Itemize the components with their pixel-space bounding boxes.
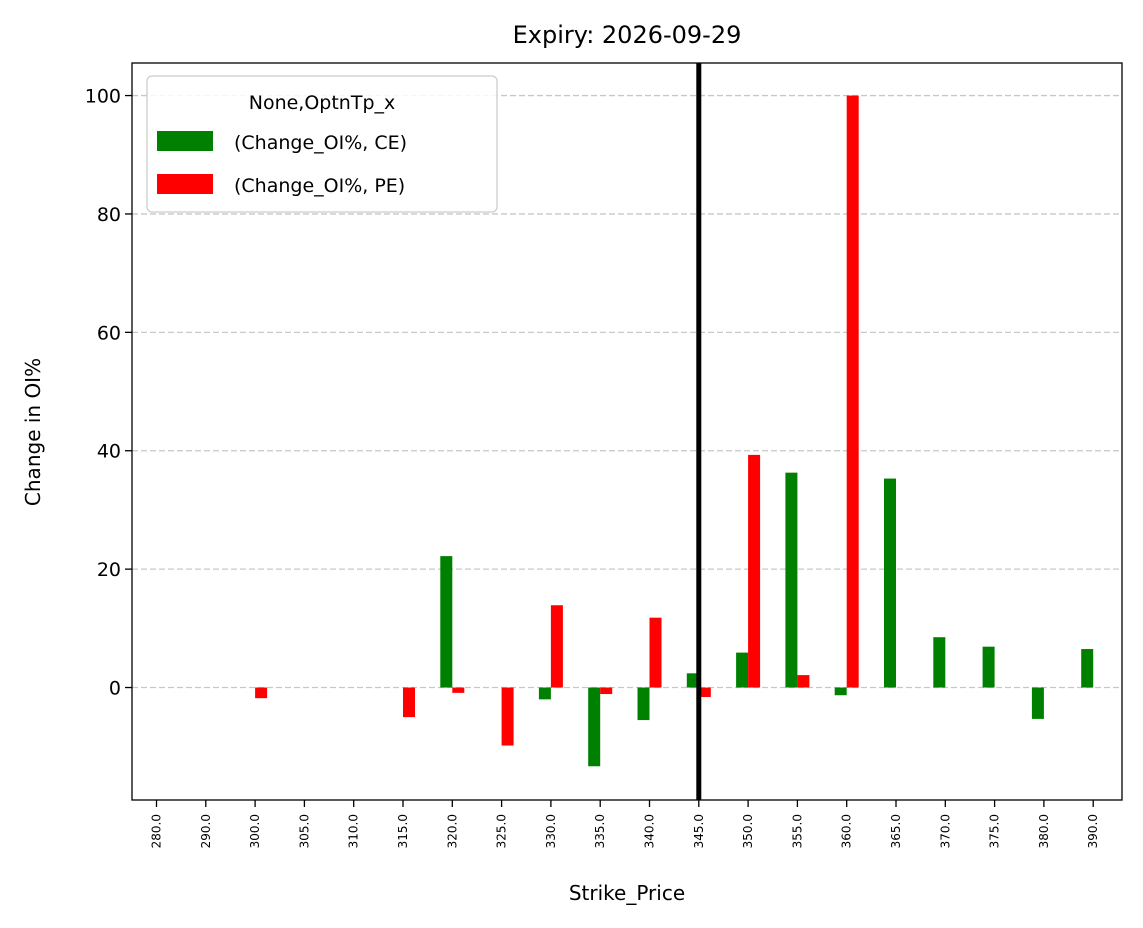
y-tick-label: 20 bbox=[97, 559, 121, 581]
bar-ce-360.0 bbox=[834, 687, 847, 696]
x-tick-label: 365.0 bbox=[889, 814, 903, 848]
x-tick-label: 305.0 bbox=[297, 814, 311, 848]
x-tick-label: 375.0 bbox=[988, 814, 1002, 848]
bar-ce-330.0 bbox=[538, 687, 551, 700]
y-tick-label: 100 bbox=[85, 86, 121, 108]
bar-ce-370.0 bbox=[933, 637, 946, 688]
bar-pe-335.0 bbox=[600, 687, 613, 695]
bar-pe-325.0 bbox=[501, 687, 514, 746]
y-tick-label: 80 bbox=[97, 204, 121, 226]
bar-ce-375.0 bbox=[982, 646, 995, 688]
legend-label-pe: (Change_OI%, PE) bbox=[234, 175, 405, 197]
bar-layer bbox=[255, 95, 1094, 767]
x-tick-label: 360.0 bbox=[840, 814, 854, 848]
x-tick-label: 355.0 bbox=[790, 814, 804, 848]
bar-ce-345.0 bbox=[686, 673, 699, 688]
x-axis-label: Strike_Price bbox=[569, 881, 685, 905]
bar-ce-355.0 bbox=[785, 472, 798, 688]
x-tick-label: 320.0 bbox=[445, 814, 459, 848]
grid-layer bbox=[132, 94, 1122, 689]
x-tick-label: 280.0 bbox=[150, 814, 164, 848]
bar-pe-345.0 bbox=[698, 687, 711, 697]
legend: None,OptnTp_x (Change_OI%, CE) (Change_O… bbox=[146, 75, 498, 213]
bar-pe-355.0 bbox=[797, 675, 810, 688]
x-tick-label: 380.0 bbox=[1037, 814, 1051, 848]
legend-label-ce: (Change_OI%, CE) bbox=[234, 132, 407, 154]
x-tick-label: 290.0 bbox=[199, 814, 213, 848]
y-axis-ticks: 0 20 40 60 80 100 bbox=[85, 86, 132, 700]
bar-ce-340.0 bbox=[637, 687, 650, 721]
bar-pe-360.0 bbox=[846, 95, 859, 688]
bar-ce-335.0 bbox=[588, 687, 601, 767]
bar-ce-390.0 bbox=[1081, 649, 1094, 688]
x-tick-label: 335.0 bbox=[593, 814, 607, 848]
bar-pe-350.0 bbox=[748, 454, 761, 688]
x-tick-label: 330.0 bbox=[544, 814, 558, 848]
bar-pe-315.0 bbox=[403, 687, 415, 718]
bar-pe-300.0 bbox=[255, 687, 268, 699]
legend-swatch-pe bbox=[157, 174, 213, 194]
bar-ce-350.0 bbox=[736, 652, 749, 688]
plot-frame bbox=[131, 62, 1123, 801]
bar-ce-365.0 bbox=[884, 478, 896, 688]
x-tick-label: 345.0 bbox=[692, 814, 706, 848]
legend-title: None,OptnTp_x bbox=[249, 92, 396, 114]
y-tick-label: 40 bbox=[97, 441, 121, 463]
legend-frame bbox=[146, 75, 498, 213]
x-axis-ticks: 280.0 290.0 300.0 305.0 310.0 315.0 320.0 325.0… bbox=[150, 800, 1100, 848]
x-tick-label: 390.0 bbox=[1086, 814, 1100, 848]
y-tick-label: 0 bbox=[109, 678, 121, 700]
x-tick-label: 350.0 bbox=[741, 814, 755, 848]
chart-title: Expiry: 2026-09-29 bbox=[513, 21, 742, 49]
y-axis-label: Change in OI% bbox=[21, 358, 45, 506]
bar-ce-320.0 bbox=[440, 556, 453, 688]
x-tick-label: 300.0 bbox=[248, 814, 262, 848]
bar-ce-380.0 bbox=[1031, 687, 1044, 719]
x-tick-label: 310.0 bbox=[347, 814, 361, 848]
bar-pe-330.0 bbox=[550, 605, 563, 688]
bar-pe-320.0 bbox=[452, 687, 465, 693]
x-tick-label: 340.0 bbox=[643, 814, 657, 848]
bar-pe-340.0 bbox=[649, 617, 662, 688]
x-tick-label: 325.0 bbox=[495, 814, 509, 848]
x-tick-label: 370.0 bbox=[938, 814, 952, 848]
x-tick-label: 315.0 bbox=[396, 814, 410, 848]
legend-swatch-ce bbox=[157, 131, 213, 151]
y-tick-label: 60 bbox=[97, 322, 121, 344]
